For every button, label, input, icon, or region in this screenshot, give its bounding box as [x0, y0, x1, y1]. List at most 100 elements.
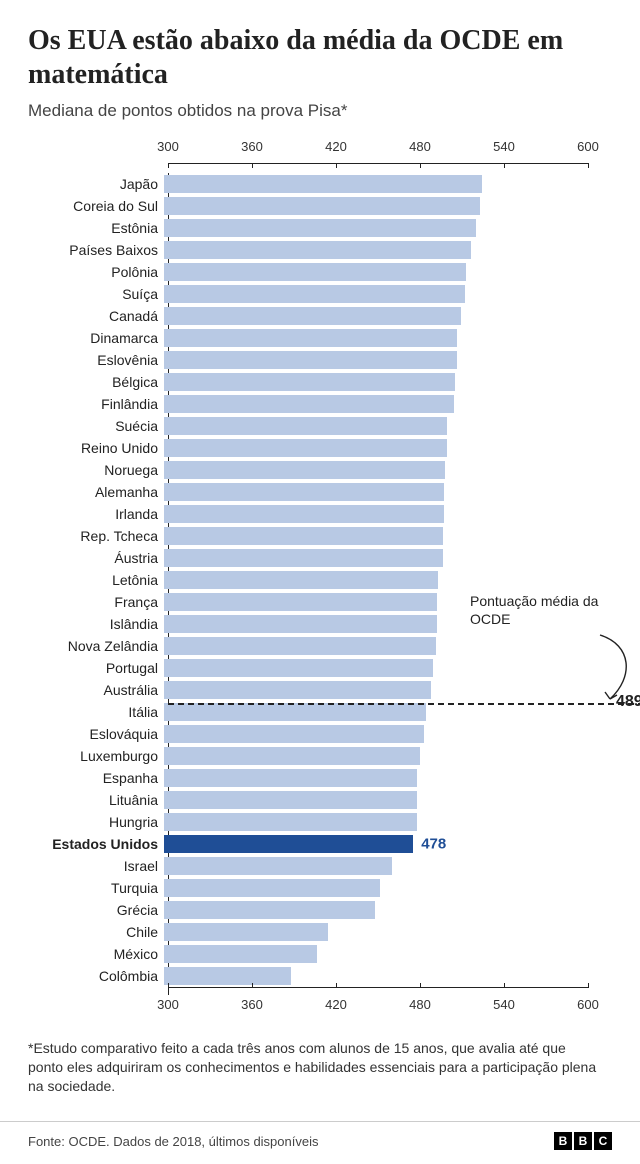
- bar-label: Grécia: [28, 902, 164, 918]
- x-axis-bottom: 300360420480540600: [168, 993, 588, 1017]
- bar-row: Países Baixos: [28, 239, 612, 261]
- bar-label: Coreia do Sul: [28, 198, 164, 214]
- bar-label: Espanha: [28, 770, 164, 786]
- bar-track: [164, 219, 584, 237]
- bar-fill: [164, 285, 465, 303]
- x-tick-label: 300: [157, 139, 179, 154]
- bar-row: Espanha: [28, 767, 612, 789]
- bar-track: [164, 307, 584, 325]
- oecd-avg-line: [168, 703, 640, 705]
- bar-fill: [164, 263, 466, 281]
- bar-fill: [164, 373, 455, 391]
- bar-fill: [164, 659, 433, 677]
- bar-row: Alemanha: [28, 481, 612, 503]
- x-tick: [504, 163, 505, 168]
- bar-row: Eslováquia: [28, 723, 612, 745]
- bar-track: [164, 813, 584, 831]
- bar-row: Japão: [28, 173, 612, 195]
- bar-track: [164, 505, 584, 523]
- x-tick: [504, 983, 505, 988]
- bars-container: Japão Coreia do Sul Estônia Países Baixos Po…: [28, 173, 612, 987]
- bar-label: Estônia: [28, 220, 164, 236]
- bar-fill: [164, 637, 436, 655]
- x-tick: [588, 983, 589, 988]
- x-tick: [588, 163, 589, 168]
- bar-track: [164, 285, 584, 303]
- bar-label: Hungria: [28, 814, 164, 830]
- bar-label: Portugal: [28, 660, 164, 676]
- bar-fill: [164, 549, 443, 567]
- bar-track: [164, 461, 584, 479]
- bar-track: [164, 351, 584, 369]
- bar-track: [164, 637, 584, 655]
- bar-label: Lituânia: [28, 792, 164, 808]
- x-tick-label: 420: [325, 997, 347, 1012]
- bar-label: Austrália: [28, 682, 164, 698]
- bar-track: [164, 175, 584, 193]
- bar-row: Eslovênia: [28, 349, 612, 371]
- bar-label: Noruega: [28, 462, 164, 478]
- bar-fill: [164, 197, 480, 215]
- bar-fill: [164, 219, 476, 237]
- x-axis-top: 300360420480540600: [168, 139, 588, 163]
- bar-track: [164, 967, 584, 985]
- bbc-logo-box: B: [554, 1132, 572, 1150]
- bar-fill: [164, 681, 431, 699]
- bar-label: Itália: [28, 704, 164, 720]
- bar-row: Áustria: [28, 547, 612, 569]
- x-tick: [420, 983, 421, 988]
- bar-fill: [164, 329, 457, 347]
- x-tick: [336, 163, 337, 168]
- bar-row: Bélgica: [28, 371, 612, 393]
- x-tick: [420, 163, 421, 168]
- bar-fill: [164, 791, 417, 809]
- bar-track: [164, 549, 584, 567]
- bar-row: Grécia: [28, 899, 612, 921]
- x-axis-bottom-line: [168, 987, 588, 988]
- bar-fill: [164, 351, 457, 369]
- bar-fill: [164, 527, 443, 545]
- x-tick-label: 600: [577, 997, 599, 1012]
- bar-fill: [164, 747, 420, 765]
- bar-label: Canadá: [28, 308, 164, 324]
- bbc-logo-box: B: [574, 1132, 592, 1150]
- bar-fill: [164, 483, 444, 501]
- bar-fill: [164, 703, 426, 721]
- bar-fill: [164, 945, 317, 963]
- x-tick: [168, 163, 169, 168]
- bar-label: Islândia: [28, 616, 164, 632]
- bar-label: França: [28, 594, 164, 610]
- chart-area: 300 360 420 480 540 600 Japão Coreia do Sul Est…: [28, 139, 612, 1017]
- chart-title: Os EUA estão abaixo da média da OCDE em …: [28, 24, 612, 91]
- footer: Fonte: OCDE. Dados de 2018, últimos disp…: [0, 1121, 640, 1164]
- bar-row: México: [28, 943, 612, 965]
- bar-track: [164, 263, 584, 281]
- x-tick-label: 480: [409, 139, 431, 154]
- bar-fill: [164, 967, 291, 985]
- bar-row: Reino Unido: [28, 437, 612, 459]
- bbc-logo-box: C: [594, 1132, 612, 1150]
- bar-row: Colômbia: [28, 965, 612, 987]
- bar-row: Luxemburgo: [28, 745, 612, 767]
- oecd-avg-value: 489: [616, 693, 640, 711]
- bar-row: Austrália: [28, 679, 612, 701]
- x-tick-label: 540: [493, 139, 515, 154]
- bar-fill: [164, 571, 438, 589]
- x-tick-label: 300: [157, 997, 179, 1012]
- bar-label: Dinamarca: [28, 330, 164, 346]
- bar-label: Polônia: [28, 264, 164, 280]
- x-tick-label: 480: [409, 997, 431, 1012]
- bar-row: Chile: [28, 921, 612, 943]
- bar-fill: [164, 439, 447, 457]
- bar-track: [164, 571, 584, 589]
- bar-track: [164, 417, 584, 435]
- bar-track: [164, 703, 584, 721]
- bar-row: Portugal: [28, 657, 612, 679]
- bar-track: [164, 395, 584, 413]
- x-tick-label: 360: [241, 139, 263, 154]
- bar-label: Suíça: [28, 286, 164, 302]
- bar-row: Coreia do Sul: [28, 195, 612, 217]
- oecd-avg-label: Pontuação média da OCDE: [470, 593, 610, 628]
- bar-row: Israel: [28, 855, 612, 877]
- bar-label: Suécia: [28, 418, 164, 434]
